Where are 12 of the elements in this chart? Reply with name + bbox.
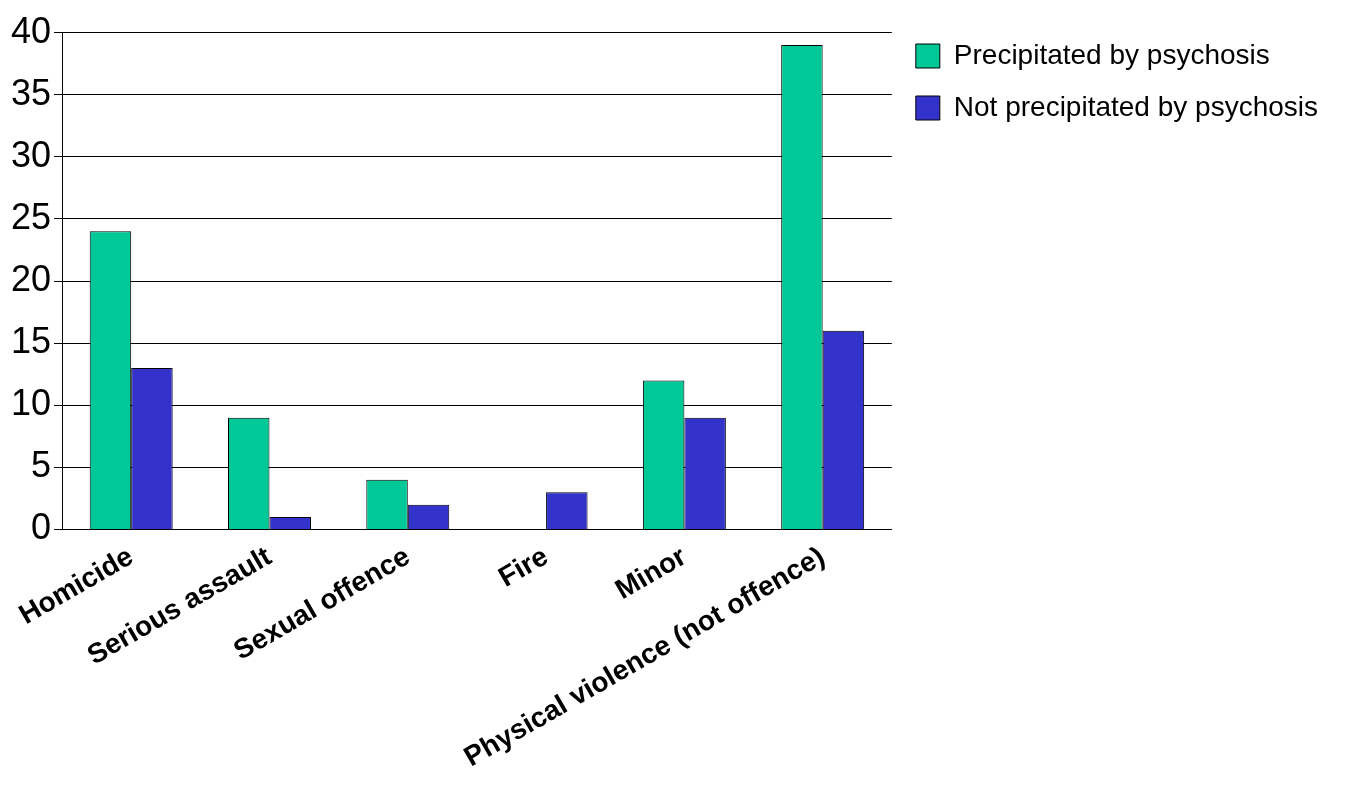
legend-label: Not precipitated by psychosis xyxy=(953,90,1319,122)
y-tick-label: 40 xyxy=(11,9,52,51)
y-tick-label: 20 xyxy=(11,257,52,299)
y-tick-label: 30 xyxy=(11,133,52,175)
y-tick-label: 0 xyxy=(31,506,52,548)
legend-label: Precipitated by psychosis xyxy=(953,38,1270,70)
y-tick-label: 10 xyxy=(11,382,52,424)
y-tick-label: 5 xyxy=(31,444,52,486)
y-tick-label: 25 xyxy=(11,195,52,237)
y-tick-label: 15 xyxy=(11,320,52,362)
x-tick-label: Fire xyxy=(492,540,553,593)
y-tick-label: 35 xyxy=(11,71,52,113)
